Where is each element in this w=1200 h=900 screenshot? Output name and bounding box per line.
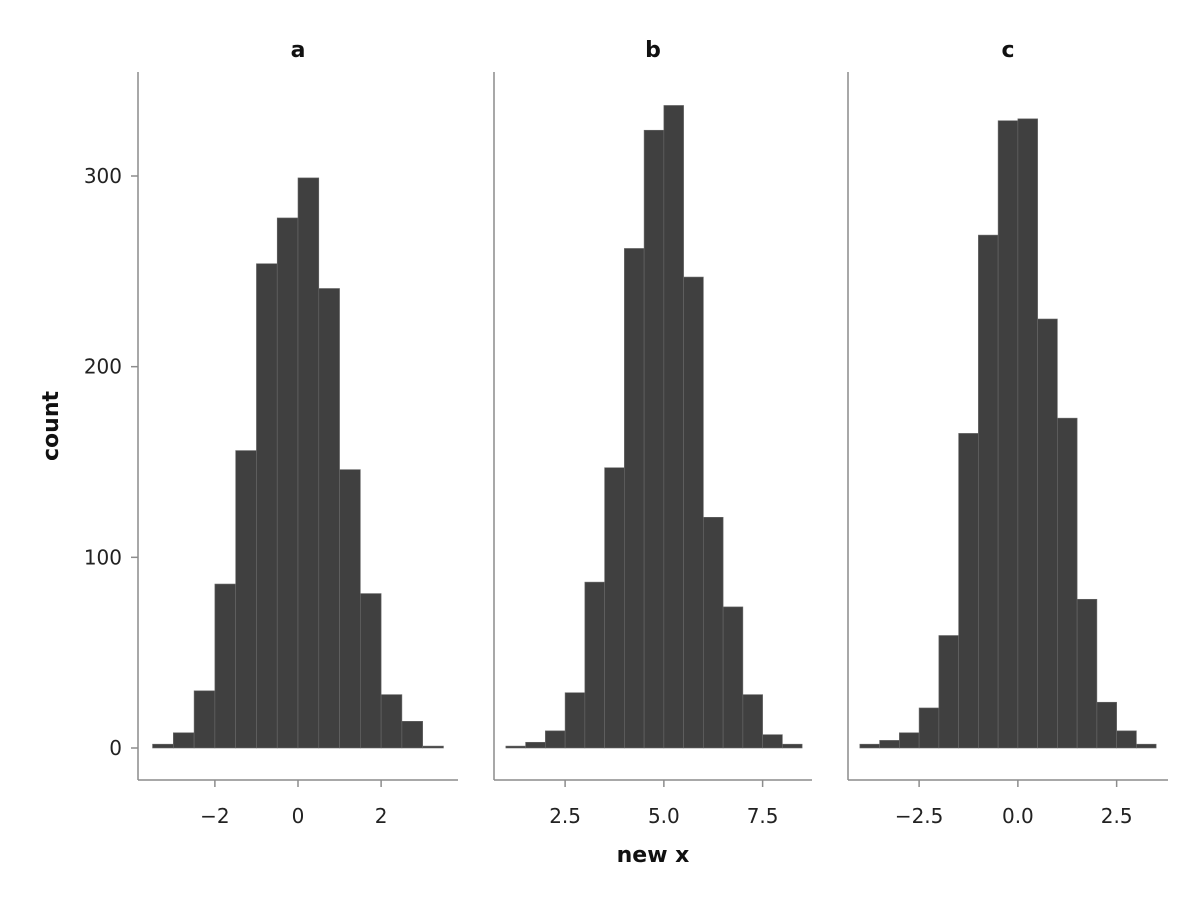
histogram-bar [722, 606, 744, 749]
histogram-bar [505, 745, 526, 749]
x-tick-label: 2.5 [549, 804, 581, 828]
y-tick-label: 0 [109, 736, 122, 760]
facet-title-b: b [645, 38, 661, 63]
histogram-bar [1076, 598, 1098, 749]
facet-title-c: c [1001, 38, 1014, 63]
histogram-bar [339, 469, 361, 749]
histogram-bar [545, 730, 566, 749]
histogram-bar [380, 694, 403, 749]
histogram-bar [879, 740, 900, 749]
histogram-bar [422, 745, 444, 749]
facet-panel-a: a −2 0 2 0 100 200 300 [84, 38, 458, 828]
x-axis-title: new x [617, 843, 690, 868]
y-tick-label: 200 [84, 355, 122, 379]
histogram-bar [703, 516, 724, 749]
histogram-bar [525, 741, 546, 749]
histogram-bar [899, 732, 920, 749]
histogram-bar [1136, 743, 1157, 749]
facet-title-a: a [291, 38, 306, 63]
histogram-bar [1057, 417, 1078, 749]
histogram-bar [1096, 701, 1117, 749]
histogram-bar [318, 288, 340, 749]
histogram-bar [1017, 118, 1038, 749]
x-tick-label: −2 [200, 804, 229, 828]
x-tick-label: 5.0 [648, 804, 680, 828]
histogram-bar [256, 263, 278, 749]
histogram-bar [782, 743, 803, 749]
histogram-bar [918, 707, 940, 749]
histogram-bar [584, 581, 605, 749]
histogram-bar [997, 120, 1019, 749]
y-axis-title: count [39, 391, 64, 461]
x-tick-label: 2 [375, 804, 388, 828]
histogram-bar [1116, 730, 1137, 749]
facet-panel-c: c −2.5 0.0 2.5 [847, 38, 1168, 828]
histogram-bar [297, 177, 320, 749]
y-tick-label: 100 [84, 545, 122, 569]
histogram-bar [604, 467, 625, 749]
x-tick-label: 0 [292, 804, 305, 828]
histogram-bar [193, 690, 216, 749]
histogram-bar [938, 635, 959, 749]
histogram-bar [978, 234, 999, 749]
histogram-bar [742, 694, 763, 749]
histogram-bar [1037, 318, 1058, 749]
x-tick-label: 2.5 [1101, 804, 1133, 828]
y-tick-label: 300 [84, 164, 122, 188]
x-tick-label: 7.5 [747, 804, 779, 828]
histogram-bar [958, 433, 979, 749]
histogram-bar [235, 450, 257, 749]
facets-group: a −2 0 2 0 100 200 300 b 2.5 5.0 7.5 c −2.5 0.0 2.5 [84, 38, 1168, 828]
x-tick-label: −2.5 [895, 804, 944, 828]
histogram-bar [152, 743, 174, 749]
histogram-bar [360, 593, 382, 749]
histogram-bar [173, 732, 195, 749]
histogram-bar [401, 721, 423, 749]
histogram-bar [643, 129, 665, 749]
histogram-bar [762, 734, 783, 749]
histogram-bar [214, 583, 236, 749]
histogram-bar [663, 105, 684, 749]
histogram-bar [624, 248, 645, 749]
histogram-bar [683, 276, 704, 749]
histogram-bar [859, 743, 880, 749]
histogram-bar [276, 217, 299, 749]
histogram-bar [564, 692, 586, 749]
facet-panel-b: b 2.5 5.0 7.5 [493, 38, 812, 828]
x-tick-label: 0.0 [1002, 804, 1034, 828]
